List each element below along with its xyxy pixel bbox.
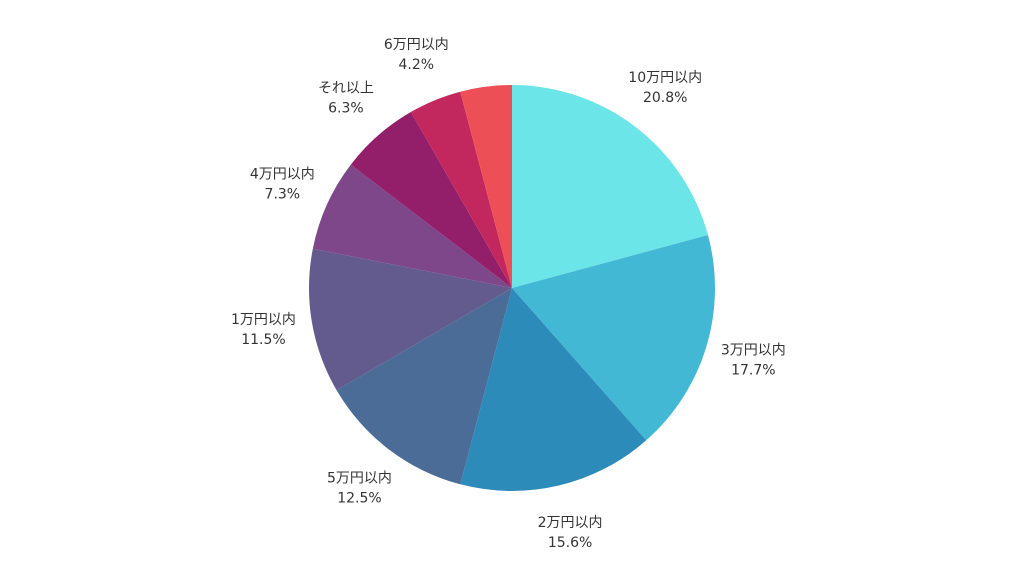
- pie-slice: [410, 91, 512, 288]
- pie-slice: [309, 248, 512, 391]
- slice-label: 2万円以内: [538, 515, 603, 531]
- slice-value-label: 17.7%: [731, 363, 775, 379]
- slice-label: 1万円以内: [231, 312, 296, 328]
- pie-slice: [460, 85, 512, 288]
- slice-value-label: 15.6%: [548, 535, 592, 551]
- pie-slice: [512, 235, 715, 441]
- slice-label: それ以上: [318, 80, 374, 96]
- pie-slice: [350, 111, 512, 288]
- slice-value-label: 11.5%: [241, 332, 285, 348]
- pie-slice: [512, 85, 708, 288]
- slice-value-label: 6.3%: [328, 100, 364, 116]
- pie-slice: [312, 164, 512, 288]
- pie-slice: [460, 288, 647, 492]
- slice-value-label: 4.2%: [399, 57, 435, 73]
- slice-label: 5万円以内: [327, 471, 392, 487]
- slice-label: 10万円以内: [628, 70, 702, 86]
- slice-value-label: 20.8%: [643, 90, 687, 106]
- slice-label: 6万円以内: [384, 37, 449, 53]
- slice-value-label: 12.5%: [337, 491, 381, 507]
- pie-slice: [336, 288, 512, 485]
- slice-value-label: 7.3%: [265, 186, 301, 202]
- slice-label: 4万円以内: [250, 166, 315, 182]
- slice-label: 3万円以内: [721, 343, 786, 359]
